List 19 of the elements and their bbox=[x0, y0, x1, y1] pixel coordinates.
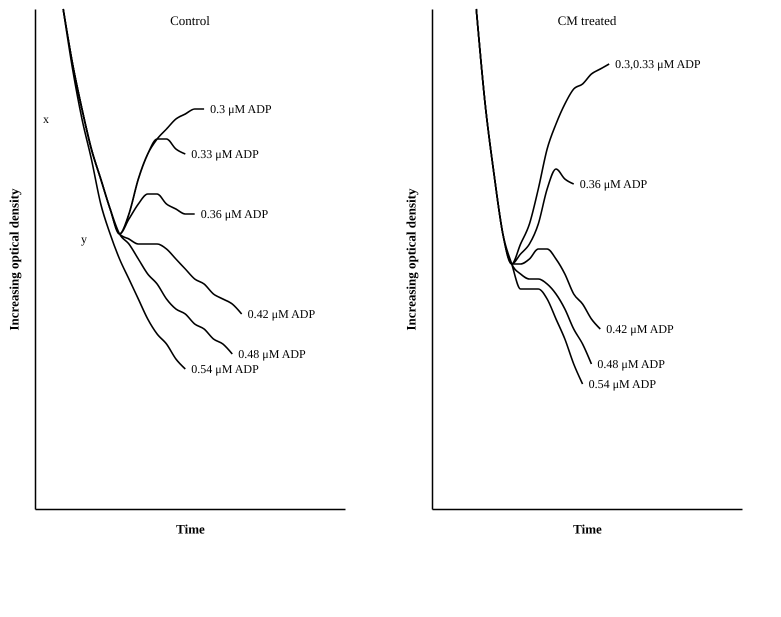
annotation: y bbox=[81, 232, 87, 246]
series-label: 0.54 μM ADP bbox=[191, 362, 260, 376]
series-label: 0.42 μM ADP bbox=[248, 307, 316, 321]
chart-title: Control bbox=[170, 13, 210, 28]
series-label: 0.3,0.33 μM ADP bbox=[615, 57, 701, 71]
chart-title: CM treated bbox=[558, 13, 617, 28]
x-axis-title: Time bbox=[573, 522, 602, 536]
series-label: 0.48 μM ADP bbox=[597, 357, 666, 371]
series-label: 0.36 μM ADP bbox=[580, 177, 648, 191]
y-axis-title: Increasing optical density bbox=[6, 188, 22, 331]
series-label: 0.48 μM ADP bbox=[238, 347, 306, 361]
x-axis-title: Time bbox=[176, 522, 206, 536]
series-label: 0.54 μM ADP bbox=[588, 377, 656, 391]
annotation: x bbox=[43, 112, 49, 126]
series-label: 0.33 μM ADP bbox=[191, 147, 260, 161]
series-label: 0.42 μM ADP bbox=[606, 322, 674, 336]
y-axis-title: Increasing optical density bbox=[404, 188, 418, 331]
series-label: 0.3 μM ADP bbox=[210, 102, 272, 116]
series-label: 0.36 μM ADP bbox=[200, 207, 268, 221]
